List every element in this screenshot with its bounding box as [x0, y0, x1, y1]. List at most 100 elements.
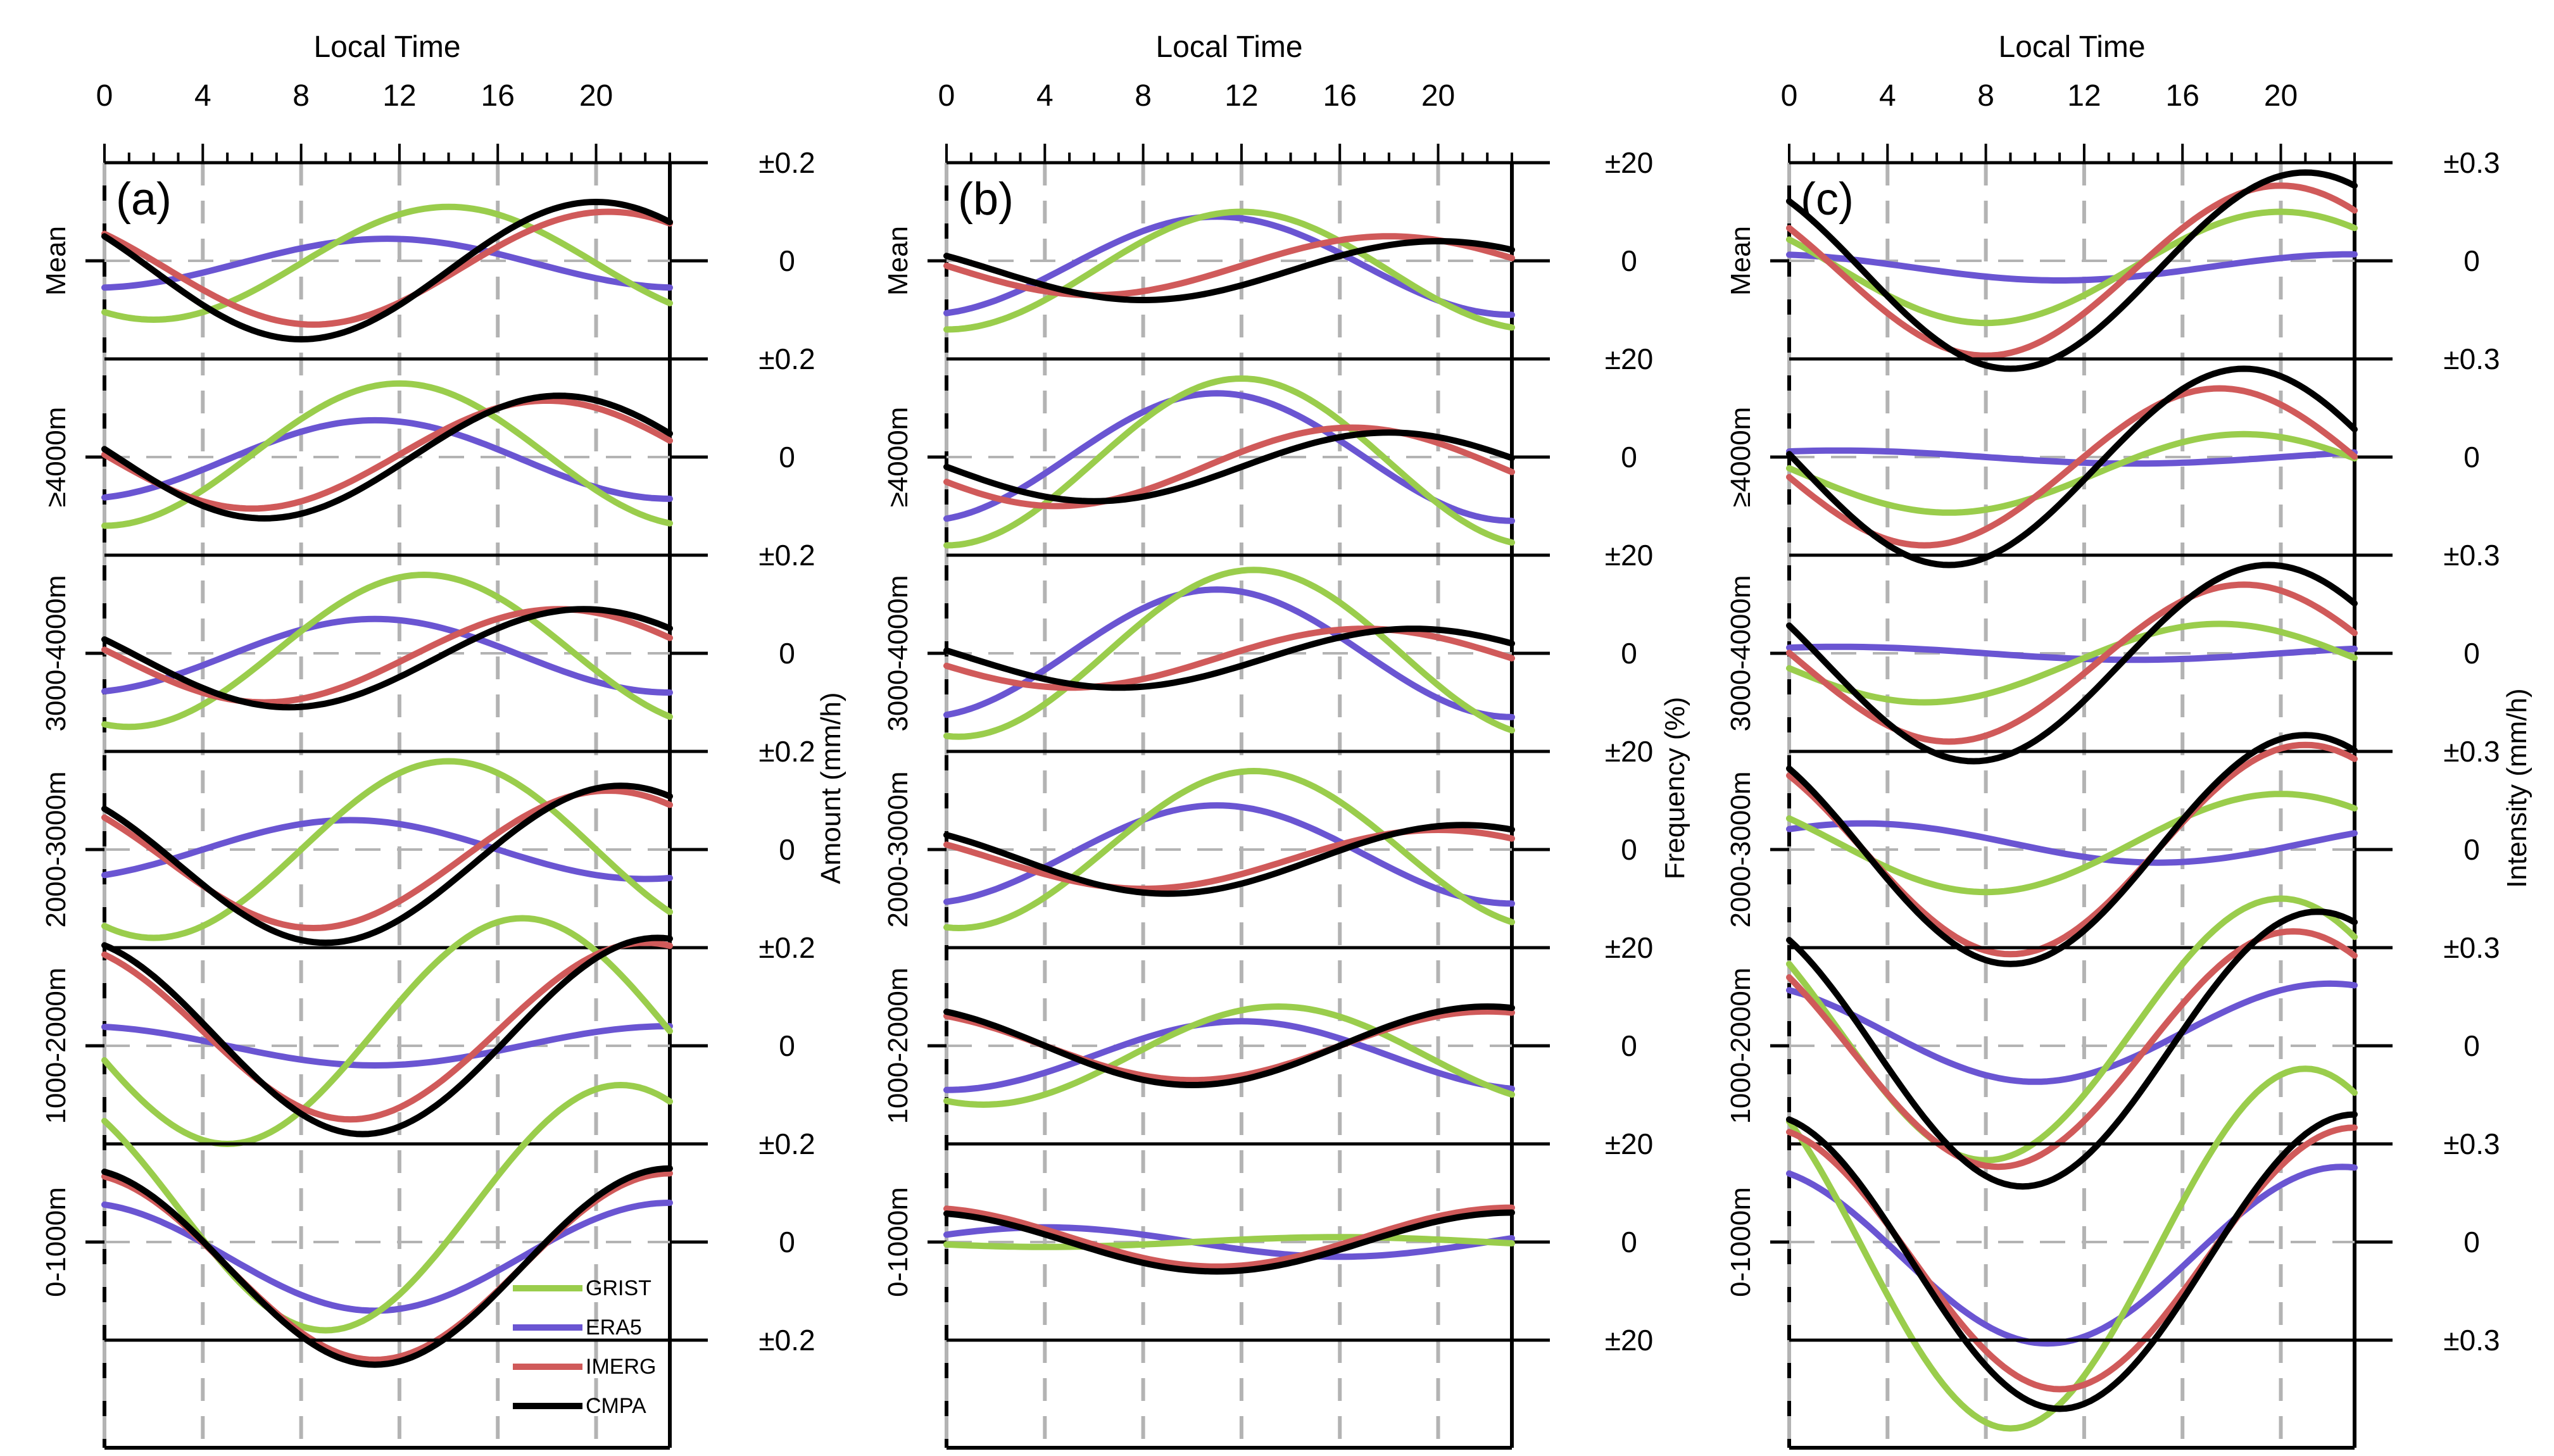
- panel-label: (a): [116, 174, 172, 225]
- right-zero-label: 0: [1621, 637, 1637, 670]
- series-line-imerg: [101, 208, 673, 328]
- series-line-cmpa: [101, 934, 673, 1138]
- right-bound-label: ±0.2: [758, 1324, 815, 1357]
- series-line-cmpa: [1786, 562, 2358, 765]
- right-bound-label: ±0.3: [2443, 1324, 2500, 1357]
- right-zero-label: 0: [779, 1029, 795, 1062]
- row-label: 3000-4000m: [41, 575, 72, 731]
- series-line-imerg: [1786, 385, 2358, 549]
- legend-label: CMPA: [586, 1394, 646, 1418]
- series-line-imerg: [943, 233, 1515, 299]
- x-tick-label: 20: [1421, 79, 1455, 113]
- row-label: 0-1000m: [1725, 1187, 1756, 1297]
- series-line-era5: [101, 417, 673, 502]
- right-bound-label: ±20: [1605, 539, 1653, 572]
- series-line-grist: [943, 208, 1515, 333]
- right-zero-label: 0: [2463, 244, 2480, 277]
- right-zero-label: 0: [1621, 833, 1637, 866]
- right-zero-label: 0: [2463, 1029, 2480, 1062]
- row-label: 0-1000m: [41, 1187, 72, 1297]
- series-line-grist: [943, 768, 1515, 931]
- x-tick-label: 16: [2166, 79, 2199, 113]
- series-line-imerg: [943, 1204, 1515, 1270]
- series-line-era5: [101, 1023, 673, 1069]
- right-bound-label: ±0.2: [758, 931, 815, 964]
- right-zero-label: 0: [2463, 637, 2480, 670]
- series-line-imerg: [101, 606, 673, 706]
- right-zero-label: 0: [779, 1226, 795, 1258]
- series-line-cmpa: [101, 392, 673, 522]
- right-bound-label: ±0.3: [2443, 1127, 2500, 1160]
- right-zero-label: 0: [779, 833, 795, 866]
- series-line-era5: [1786, 447, 2358, 467]
- row-label: ≥4000m: [41, 407, 72, 508]
- series-line-grist: [101, 915, 673, 1147]
- right-bound-label: ±0.3: [2443, 146, 2500, 179]
- series-line-grist: [943, 1234, 1515, 1250]
- series-line-era5: [943, 586, 1515, 720]
- row-label: 1000-2000m: [1725, 967, 1756, 1124]
- series-line-grist: [943, 1003, 1515, 1108]
- right-bound-label: ±0.2: [758, 146, 815, 179]
- right-bound-label: ±0.2: [758, 735, 815, 768]
- right-bound-label: ±0.2: [758, 342, 815, 375]
- row-label: 3000-4000m: [1725, 575, 1756, 731]
- row-label: Mean: [41, 226, 72, 296]
- right-zero-label: 0: [1621, 1029, 1637, 1062]
- series-line-era5: [101, 817, 673, 882]
- row-label: Mean: [883, 226, 914, 296]
- series-line-era5: [1786, 980, 2358, 1085]
- right-zero-label: 0: [779, 637, 795, 670]
- series-line-cmpa: [101, 782, 673, 946]
- series-line-cmpa: [101, 1165, 673, 1368]
- series-line-era5: [1786, 251, 2358, 284]
- right-axis-title: Intensity (mm/h): [2501, 688, 2532, 888]
- panel-label: (b): [958, 174, 1014, 225]
- series-line-imerg: [101, 939, 673, 1123]
- right-axis-title: Frequency (%): [1659, 697, 1690, 880]
- right-bound-label: ±20: [1605, 342, 1653, 375]
- row-label: 0-1000m: [883, 1187, 914, 1297]
- series-line-cmpa: [1786, 169, 2358, 372]
- series-line-cmpa: [101, 199, 673, 342]
- series-line-imerg: [101, 397, 673, 512]
- series-line-era5: [1786, 820, 2358, 866]
- x-axis-title: Local Time: [1155, 30, 1302, 64]
- series-line-grist: [1786, 430, 2358, 516]
- series-line-cmpa: [1786, 732, 2358, 967]
- series-line-grist: [943, 375, 1515, 549]
- right-bound-label: ±20: [1605, 146, 1653, 179]
- right-bound-label: ±20: [1605, 735, 1653, 768]
- series-line-grist: [943, 567, 1515, 740]
- series-line-era5: [1786, 1164, 2358, 1347]
- right-bound-label: ±20: [1605, 931, 1653, 964]
- series-line-era5: [943, 213, 1515, 318]
- series-line-cmpa: [1786, 1111, 2358, 1412]
- right-zero-label: 0: [2463, 833, 2480, 866]
- series-line-cmpa: [943, 1209, 1515, 1275]
- series-line-cmpa: [101, 606, 673, 711]
- x-tick-label: 8: [1135, 79, 1152, 113]
- right-zero-label: 0: [2463, 441, 2480, 474]
- series-line-grist: [1786, 208, 2358, 327]
- row-label: 2000-3000m: [41, 771, 72, 927]
- series-line-imerg: [1786, 182, 2358, 359]
- right-zero-label: 0: [1621, 441, 1637, 474]
- series-line-grist: [101, 758, 673, 941]
- x-axis-title: Local Time: [313, 30, 460, 64]
- right-zero-label: 0: [779, 244, 795, 277]
- right-bound-label: ±0.3: [2443, 342, 2500, 375]
- series-line-era5: [101, 235, 673, 291]
- series-line-era5: [943, 1018, 1515, 1093]
- series-line-imerg: [943, 827, 1515, 892]
- x-tick-label: 16: [481, 79, 515, 113]
- legend-label: GRIST: [586, 1276, 651, 1300]
- series-line-grist: [1786, 1065, 2358, 1432]
- x-tick-label: 12: [2067, 79, 2101, 113]
- right-zero-label: 0: [2463, 1226, 2480, 1258]
- series-line-era5: [1786, 643, 2358, 663]
- series-line-era5: [943, 390, 1515, 524]
- x-axis-title: Local Time: [1998, 30, 2145, 64]
- row-label: 2000-3000m: [883, 771, 914, 927]
- series-line-era5: [101, 615, 673, 696]
